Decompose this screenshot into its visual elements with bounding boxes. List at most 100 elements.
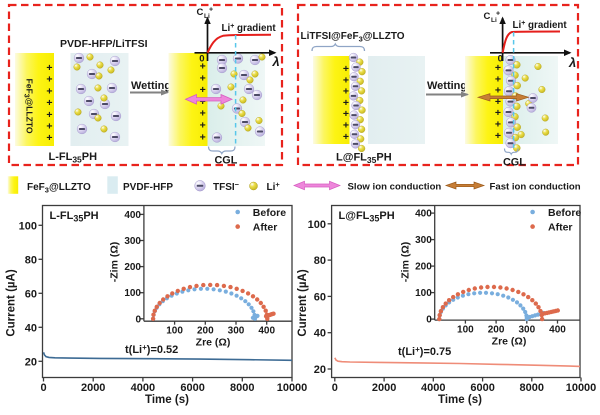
- svg-text:100: 100: [308, 219, 326, 231]
- svg-text:Wetting: Wetting: [427, 80, 467, 92]
- svg-text:6000: 6000: [470, 382, 494, 394]
- svg-text:λ: λ: [272, 54, 280, 69]
- svg-text:60: 60: [314, 291, 326, 303]
- svg-text:2000: 2000: [372, 382, 396, 394]
- svg-text:Before: Before: [548, 207, 581, 219]
- svg-text:Slow ion conduction: Slow ion conduction: [348, 182, 442, 193]
- svg-text:+: +: [200, 131, 206, 143]
- svg-text:L-FL35PH: L-FL35PH: [50, 210, 99, 224]
- svg-text:4000: 4000: [421, 382, 445, 394]
- svg-text:C: C: [197, 7, 204, 18]
- svg-text:+: +: [200, 61, 206, 73]
- svg-text:+: +: [343, 74, 349, 86]
- svg-text:0: 0: [40, 382, 46, 394]
- svg-text:100: 100: [124, 288, 141, 299]
- svg-text:100: 100: [457, 325, 474, 336]
- svg-text:CGL: CGL: [503, 157, 526, 169]
- svg-text:PVDF-HFP/LiTFSI: PVDF-HFP/LiTFSI: [60, 38, 148, 50]
- svg-text:6000: 6000: [180, 382, 204, 394]
- svg-text:20: 20: [25, 356, 37, 368]
- svg-text:300: 300: [415, 235, 432, 246]
- svg-text:8000: 8000: [230, 382, 254, 394]
- svg-text:LiTFSI@FeF3@LLZTO: LiTFSI@FeF3@LLZTO: [301, 31, 405, 43]
- svg-text:Time (s): Time (s): [438, 394, 482, 406]
- svg-text:+: +: [343, 131, 349, 143]
- svg-text:+: +: [200, 72, 206, 84]
- svg-text:+: +: [343, 120, 349, 132]
- svg-text:10000: 10000: [566, 382, 597, 394]
- svg-text:0: 0: [332, 382, 338, 394]
- svg-text:Zre (Ω): Zre (Ω): [196, 337, 231, 349]
- svg-text:Li: Li: [204, 13, 210, 20]
- svg-text:Before: Before: [253, 207, 286, 219]
- svg-text:80: 80: [314, 255, 326, 267]
- svg-text:400: 400: [415, 209, 432, 220]
- svg-text:+: +: [495, 73, 501, 85]
- svg-text:300: 300: [124, 236, 141, 247]
- svg-text:t(Li+)=0.75: t(Li+)=0.75: [398, 345, 451, 358]
- svg-text:+: +: [496, 11, 500, 18]
- svg-text:+: +: [343, 97, 349, 109]
- svg-text:-Zim (Ω): -Zim (Ω): [109, 242, 121, 283]
- svg-text:FeF3@LLZTO: FeF3@LLZTO: [22, 79, 34, 134]
- svg-text:0: 0: [426, 315, 432, 326]
- svg-text:60: 60: [25, 288, 37, 300]
- svg-text:+: +: [200, 120, 206, 132]
- svg-text:100: 100: [19, 220, 37, 232]
- svg-text:+: +: [495, 85, 501, 97]
- svg-text:400: 400: [549, 325, 566, 336]
- svg-text:100: 100: [415, 288, 432, 299]
- svg-text:+: +: [200, 108, 206, 120]
- svg-text:+: +: [343, 63, 349, 75]
- svg-text:Li+ gradient: Li+ gradient: [222, 23, 277, 34]
- svg-text:40: 40: [314, 328, 326, 340]
- svg-text:+: +: [209, 7, 213, 14]
- svg-text:200: 200: [197, 326, 214, 337]
- svg-text:-Zim (Ω): -Zim (Ω): [400, 242, 412, 283]
- svg-text:+: +: [495, 107, 501, 119]
- svg-text:TFSI−: TFSI−: [213, 180, 240, 193]
- svg-text:Current (µA): Current (µA): [6, 269, 18, 336]
- svg-text:L@FL35PH: L@FL35PH: [339, 210, 395, 224]
- svg-text:Fast ion conduction: Fast ion conduction: [490, 182, 581, 193]
- svg-text:Current (µA): Current (µA): [297, 269, 309, 336]
- svg-text:0: 0: [199, 54, 204, 65]
- svg-text:λ: λ: [568, 55, 576, 70]
- svg-text:4000: 4000: [131, 382, 155, 394]
- svg-text:+: +: [46, 62, 52, 74]
- svg-text:+: +: [46, 132, 52, 144]
- svg-text:+: +: [495, 62, 501, 74]
- svg-text:L@FL35PH: L@FL35PH: [336, 152, 392, 165]
- svg-text:t(Li+)=0.52: t(Li+)=0.52: [125, 343, 178, 356]
- svg-text:+: +: [46, 74, 52, 86]
- svg-text:C: C: [484, 11, 491, 22]
- svg-text:+: +: [46, 109, 52, 121]
- svg-text:+: +: [495, 130, 501, 142]
- svg-text:100: 100: [166, 326, 183, 337]
- svg-text:200: 200: [124, 262, 141, 273]
- svg-text:Time (s): Time (s): [145, 394, 189, 406]
- svg-text:+: +: [343, 86, 349, 98]
- svg-text:+: +: [46, 121, 52, 133]
- svg-text:300: 300: [518, 325, 535, 336]
- svg-text:40: 40: [25, 322, 37, 334]
- svg-text:300: 300: [228, 326, 245, 337]
- svg-text:+: +: [46, 97, 52, 109]
- svg-text:Li+ gradient: Li+ gradient: [513, 20, 568, 31]
- svg-text:200: 200: [488, 325, 505, 336]
- svg-text:After: After: [253, 221, 278, 233]
- svg-text:0: 0: [498, 54, 503, 65]
- svg-text:+: +: [495, 119, 501, 131]
- svg-text:CGL: CGL: [215, 155, 238, 167]
- svg-text:+: +: [495, 96, 501, 108]
- svg-text:0: 0: [135, 314, 141, 325]
- svg-text:+: +: [200, 84, 206, 96]
- svg-text:80: 80: [25, 254, 37, 266]
- svg-text:+: +: [46, 85, 52, 97]
- svg-text:+: +: [200, 96, 206, 108]
- svg-text:FeF3@LLZTO: FeF3@LLZTO: [27, 182, 91, 194]
- svg-text:200: 200: [415, 262, 432, 273]
- svg-text:After: After: [548, 221, 573, 233]
- svg-text:400: 400: [258, 326, 275, 337]
- svg-text:PVDF-HFP: PVDF-HFP: [123, 182, 173, 193]
